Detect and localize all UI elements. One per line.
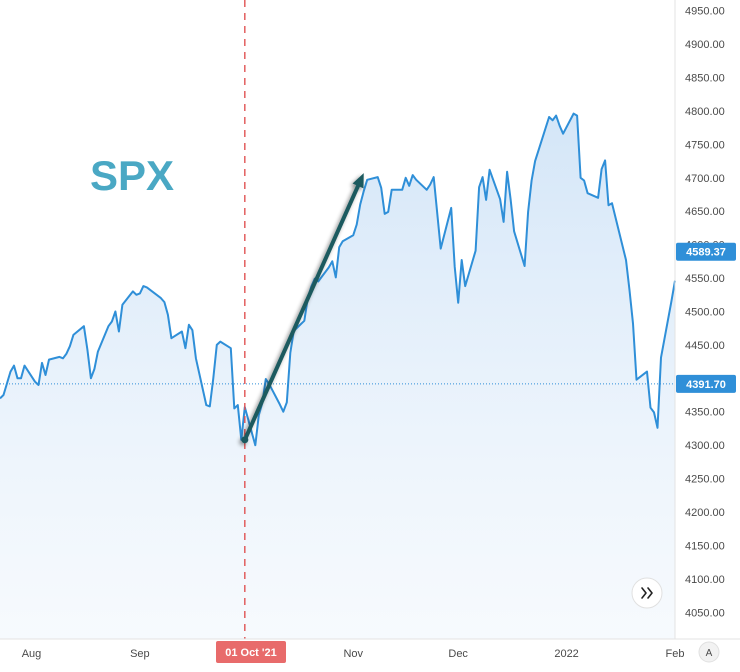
price-tag-background [676, 374, 736, 393]
price-tick-label: 4350.00 [685, 407, 725, 419]
trend-arrow-head [352, 173, 364, 189]
auto-scale-button[interactable]: A [698, 641, 720, 663]
time-tick-label: 2022 [554, 648, 578, 660]
price-labels: 4589.37 4391.70 [676, 242, 736, 393]
ticker-title: SPX [90, 152, 174, 199]
time-scale[interactable]: Aug Sep Nov Dec 2022 Feb [22, 648, 685, 660]
time-tick-label: Sep [130, 648, 150, 660]
trend-arrow[interactable] [241, 173, 364, 444]
price-tick-label: 4300.00 [685, 440, 725, 452]
price-tick-label: 4750.00 [685, 139, 725, 151]
trend-arrow-anchor[interactable] [241, 436, 249, 444]
price-tick-label: 4500.00 [685, 306, 725, 318]
scroll-to-realtime-button[interactable] [631, 577, 663, 609]
price-tick-label: 4450.00 [685, 340, 725, 352]
price-tick-label: 4050.00 [685, 607, 725, 619]
price-tick-label: 4800.00 [685, 106, 725, 118]
price-tag-background [676, 242, 736, 261]
price-tick-label: 4700.00 [685, 173, 725, 185]
crosshair-date-label: 01 Oct '21 [225, 647, 277, 659]
crosshair-date-tag-background [216, 641, 286, 663]
crosshair-date-tag: 01 Oct '21 [216, 641, 286, 663]
price-area-fill [0, 113, 675, 640]
price-tick-label: 4650.00 [685, 206, 725, 218]
price-line [0, 112, 676, 447]
price-tick-label: 4850.00 [685, 73, 725, 85]
time-tick-label: Nov [343, 648, 363, 660]
auto-scale-label: A [706, 648, 713, 659]
price-tick-label: 4150.00 [685, 540, 725, 552]
price-tag-label: 4391.70 [686, 379, 726, 391]
price-tick-label: 4550.00 [685, 273, 725, 285]
double-chevron-right-icon [641, 587, 653, 599]
price-tick-label: 4250.00 [685, 474, 725, 486]
price-tag-label: 4589.37 [686, 247, 726, 259]
price-tick-label: 4200.00 [685, 507, 725, 519]
time-tick-label: Dec [448, 648, 468, 660]
price-tick-label: 4900.00 [685, 39, 725, 51]
price-tick-label: 4100.00 [685, 574, 725, 586]
time-tick-label: Aug [22, 648, 42, 660]
time-tick-label: Feb [666, 648, 685, 660]
trend-arrow-shaft [242, 183, 361, 442]
price-tick-label: 4950.00 [685, 6, 725, 18]
